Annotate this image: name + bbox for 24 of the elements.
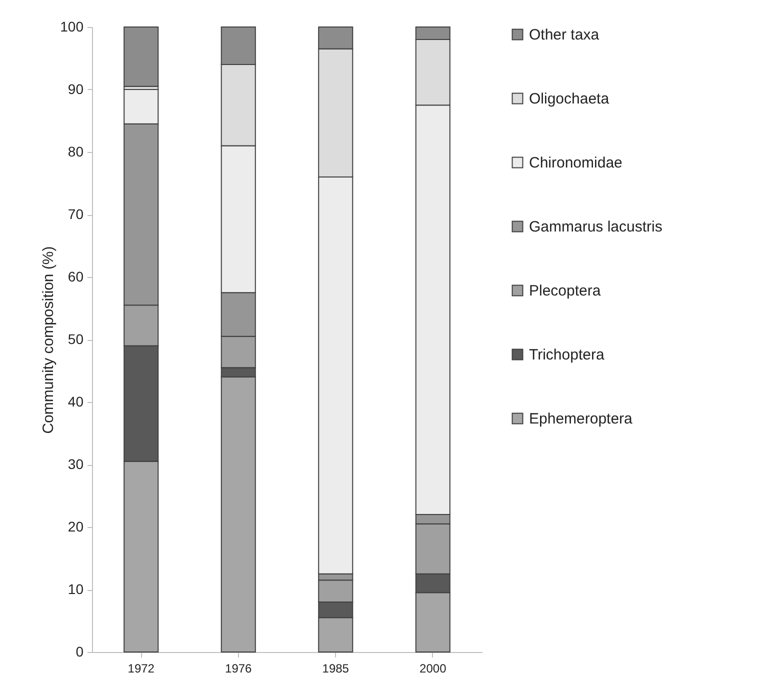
x-tick-label: 1972 [128,662,155,676]
legend-label: Plecoptera [529,282,602,300]
y-tick-label: 60 [68,268,84,284]
x-tick-label: 2000 [420,662,447,676]
y-tick-label: 100 [60,18,84,34]
y-tick-label: 40 [68,394,84,410]
y-tick-label: 70 [68,206,84,222]
legend-label: Gammarus lacustris [529,218,662,236]
x-tick-label: 1985 [322,662,350,676]
legend-label: Other taxa [529,26,600,44]
y-axis-title: Community composition (%) [40,246,58,434]
legend-label: Trichoptera [529,346,605,364]
legend-label: Ephemeroptera [529,410,634,428]
bar [124,26,159,87]
y-tick-label: 30 [68,456,84,472]
y-tick-label: 50 [68,331,84,347]
y-tick-label: 80 [68,144,84,160]
y-tick-label: 0 [76,644,84,660]
legend-label: Oligochaeta [529,90,610,108]
y-tick-label: 20 [68,518,84,534]
x-tick-label: 1976 [225,662,252,676]
y-tick-label: 90 [68,81,84,97]
legend-label: Chironomidae [529,154,622,172]
y-tick-label: 10 [68,581,84,597]
